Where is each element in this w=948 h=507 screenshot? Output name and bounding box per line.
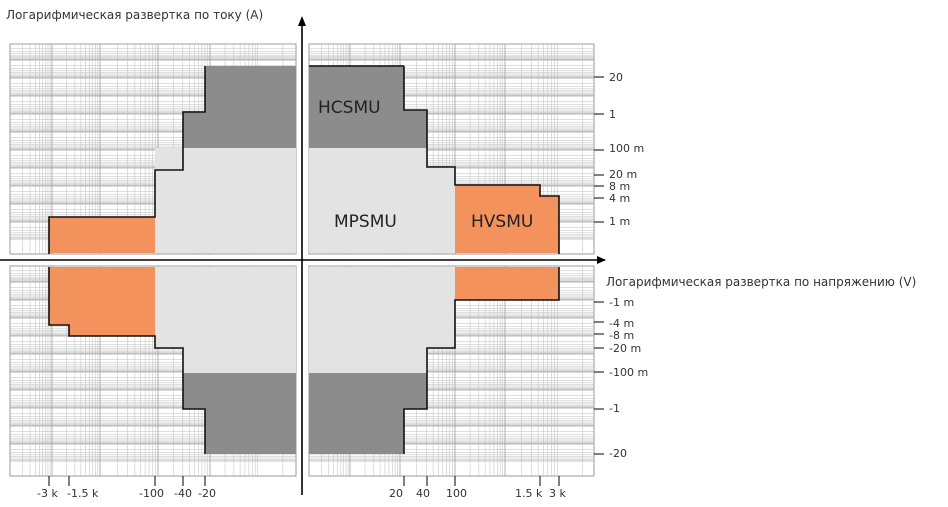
region-label-hvsmu: HVSMU — [471, 212, 534, 232]
y-tick-label: 1 — [609, 108, 616, 121]
y-tick-label: 1 m — [609, 215, 631, 228]
y-tick-label: -100 m — [609, 366, 649, 379]
region-hcsmu-q3 — [183, 373, 296, 454]
y-tick-label: -20 — [609, 447, 627, 460]
region-hcsmu-q2 — [183, 66, 296, 148]
boundary-q3 — [48, 267, 206, 454]
y-tick-label: 20 — [609, 71, 623, 84]
x-tick-label: 3 k — [549, 487, 566, 500]
boundary-q1 — [403, 66, 560, 254]
y-tick-label: -20 m — [609, 342, 642, 355]
region-mpsmu-q1 — [309, 148, 455, 253]
region-mpsmu-q3 — [155, 267, 296, 373]
x-tick-label: 1.5 k — [515, 487, 543, 500]
voltage-axis-title: Логарифмическая развертка по напряжению … — [606, 275, 917, 289]
region-hvsmu-q3 — [49, 267, 155, 336]
x-tick-label: 40 — [416, 487, 430, 500]
boundary-q4 — [403, 267, 560, 454]
region-hcsmu-q4 — [309, 373, 427, 454]
region-mpsmu-q2 — [155, 148, 296, 253]
y-tick-label: 20 m — [609, 168, 638, 181]
x-tick-label: 100 — [446, 487, 467, 500]
region-outline-layer — [48, 65, 560, 454]
region-fill-layer — [49, 66, 559, 454]
boundary-q2 — [48, 66, 206, 254]
x-tick-label: -40 — [174, 487, 192, 500]
current-axis-arrow — [298, 16, 306, 26]
x-tick-label: -1.5 k — [67, 487, 99, 500]
y-tick-label: 4 m — [609, 192, 631, 205]
y-tick-label: 100 m — [609, 142, 645, 155]
y-tick-label: -8 m — [609, 329, 635, 342]
x-tick-label: -3 k — [37, 487, 58, 500]
region-mpsmu-q4 — [309, 267, 455, 373]
y-tick-label: -4 m — [609, 317, 635, 330]
x-tick-label: -20 — [198, 487, 216, 500]
region-hvsmu-q2 — [49, 217, 155, 253]
x-tick-label: 20 — [389, 487, 403, 500]
voltage-axis-arrow — [597, 256, 606, 264]
x-tick-label: -100 — [139, 487, 164, 500]
y-tick-label: -1 m — [609, 296, 635, 309]
current-axis-title: Логарифмическая развертка по току (A) — [6, 8, 264, 22]
region-label-hcsmu: HCSMU — [318, 98, 381, 118]
axes-layer — [0, 16, 606, 495]
region-hvsmu-q1 — [455, 185, 559, 253]
y-tick-label: 8 m — [609, 180, 631, 193]
region-hcsmu-q1 — [309, 66, 427, 148]
region-label-mpsmu: MPSMU — [334, 212, 397, 232]
y-tick-label: -1 — [609, 402, 620, 415]
region-hvsmu-q4 — [455, 267, 559, 300]
